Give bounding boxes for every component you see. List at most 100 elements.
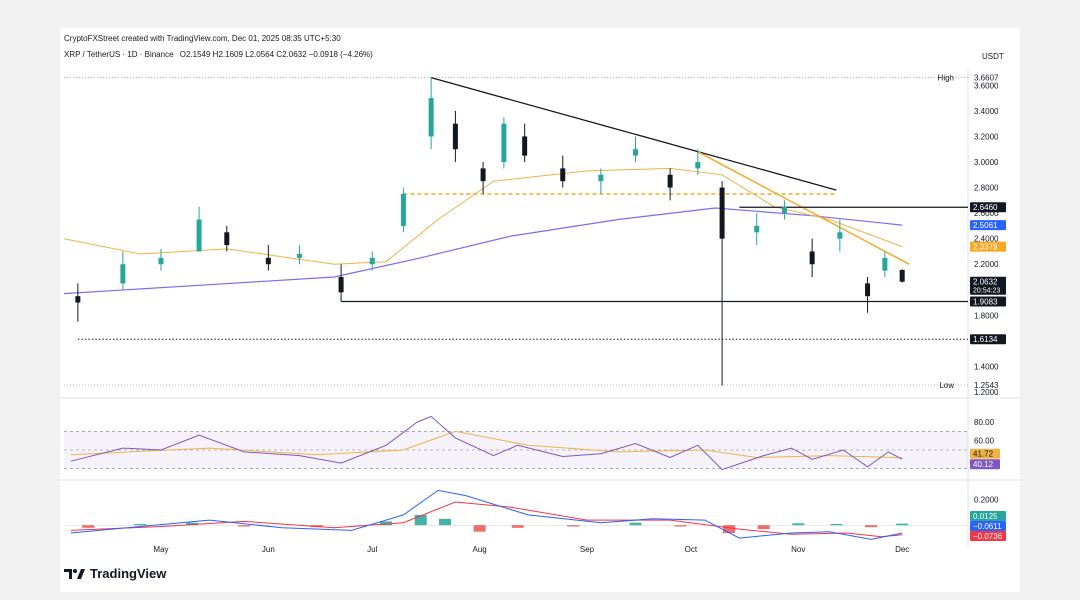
macd-value: −0.0736 xyxy=(973,532,1003,541)
macd-histogram-bar xyxy=(674,525,687,527)
price-tag xyxy=(970,220,1006,231)
candle-body xyxy=(338,277,344,293)
macd-value-tag xyxy=(970,531,1006,541)
macd-value-tag xyxy=(970,521,1006,531)
price-tag xyxy=(970,241,1006,252)
candle-body xyxy=(400,193,406,226)
rsi-tick-label: 60.00 xyxy=(974,437,995,446)
y-tick-label: 3.0000 xyxy=(974,158,999,167)
symbol-title[interactable]: XRP / TetherUS · 1D · Binance xyxy=(64,50,174,59)
x-tick-label: Aug xyxy=(473,545,487,554)
macd-histogram-bar xyxy=(511,525,524,528)
macd-histogram-bar xyxy=(567,525,580,527)
price-tag xyxy=(970,276,1006,295)
macd-pane xyxy=(64,489,968,540)
tradingview-logo-icon xyxy=(64,568,85,579)
chart-canvas[interactable]: 3.6000 3.4000 3.2000 3.0000 2.8000 2.6000 2.40… xyxy=(60,28,1020,592)
candle-body xyxy=(297,254,303,258)
currency-label: USDT xyxy=(982,52,1004,61)
macd-histogram-bar xyxy=(186,522,199,526)
price-tag xyxy=(970,334,1006,345)
descending-trendline xyxy=(430,77,837,191)
candle-body xyxy=(224,232,230,246)
x-tick-label: Oct xyxy=(685,545,698,554)
price-tag-value: 2.6460 xyxy=(973,203,998,212)
candle-body xyxy=(667,174,673,188)
macd-histogram-bar xyxy=(830,523,843,526)
candle-body xyxy=(781,206,787,214)
price-pane xyxy=(63,77,968,386)
price-tag xyxy=(970,296,1006,307)
candle-body xyxy=(158,257,164,265)
candle-body xyxy=(632,149,638,156)
orange-trendline xyxy=(697,151,910,265)
candle-body xyxy=(265,257,271,265)
candle-body xyxy=(809,251,815,265)
macd-histogram-bar xyxy=(473,525,486,532)
macd-histogram-bar xyxy=(438,518,451,526)
chart-card: CryptoFXStreet created with TradingView.… xyxy=(60,28,1020,592)
y-tick-label: 3.4000 xyxy=(974,107,999,116)
tradingview-logo[interactable]: TradingView xyxy=(64,566,166,581)
candle-body xyxy=(695,162,701,169)
price-tag-value: 1.9083 xyxy=(973,298,998,307)
rsi-ma-line xyxy=(70,430,903,459)
price-tag xyxy=(970,202,1006,213)
candle-body xyxy=(369,257,375,265)
candle-body xyxy=(480,168,486,182)
ohlc-values: O2.1549 H2.1609 L2.0564 C2.0632 −0.0918 … xyxy=(179,50,373,59)
y-tick-label: 1.8000 xyxy=(974,311,999,320)
axes: 3.6000 3.4000 3.2000 3.0000 2.8000 2.6000 2.40… xyxy=(153,74,1006,554)
macd-histogram-bar xyxy=(82,525,95,528)
y-tick-label: 1.4000 xyxy=(974,362,999,371)
x-tick-label: Dec xyxy=(895,545,909,554)
candle-body xyxy=(865,283,871,297)
price-tag-value: 2.3378 xyxy=(973,243,998,252)
rsi-pane xyxy=(64,415,968,471)
candle-body xyxy=(522,136,528,156)
macd-tick-label: 0.2000 xyxy=(974,495,999,504)
candle-body xyxy=(428,98,434,137)
macd-line xyxy=(70,489,903,540)
rsi-line xyxy=(70,415,903,471)
candle-body xyxy=(560,168,566,182)
price-tag-value: 2.0632 xyxy=(973,278,998,287)
macd-histogram-bar xyxy=(380,521,393,526)
countdown-value: 20:54:23 xyxy=(973,288,1000,295)
candle-body xyxy=(75,296,81,303)
price-tag-value: 1.6134 xyxy=(973,335,998,344)
candle-body xyxy=(196,219,202,252)
symbol-ohlc: XRP / TetherUS · 1D · Binance O2.1549 H2… xyxy=(64,50,373,59)
rsi-value: 41.72 xyxy=(973,450,994,459)
macd-value-tag xyxy=(970,511,1006,521)
macd-histogram-bar xyxy=(414,514,427,526)
rsi-value-tag xyxy=(970,448,1000,459)
y-tick-label: 2.4000 xyxy=(974,235,999,244)
candle-body xyxy=(719,187,725,239)
y-tick-label: 2.8000 xyxy=(974,184,999,193)
y-tick-label: 1.2000 xyxy=(974,388,999,397)
candle-body xyxy=(501,123,507,162)
macd-signal-line xyxy=(70,501,903,538)
x-tick-label: Sep xyxy=(580,545,595,554)
x-tick-label: May xyxy=(153,545,168,554)
candle-body xyxy=(899,269,905,282)
x-tick-label: Jun xyxy=(262,545,275,554)
candle-body xyxy=(598,174,604,182)
credit-line: CryptoFXStreet created with TradingView.… xyxy=(64,34,341,43)
y-tick-label: 2.2000 xyxy=(974,260,999,269)
x-tick-label: Nov xyxy=(791,545,805,554)
y-tick-label: 2.6000 xyxy=(974,209,999,218)
high-label: High xyxy=(938,74,954,83)
macd-histogram-bar xyxy=(629,522,642,526)
price-tag-value: 2.5061 xyxy=(973,221,998,230)
rsi-value-tag xyxy=(970,459,1000,470)
candle-body xyxy=(882,257,888,271)
y-tick-label: 3.6000 xyxy=(974,81,999,90)
brand-name: TradingView xyxy=(90,566,167,581)
grid-lines xyxy=(60,68,1020,548)
candle-body xyxy=(754,225,760,233)
macd-histogram-bar xyxy=(723,525,736,533)
x-tick-label: Jul xyxy=(367,545,377,554)
macd-histogram-bar xyxy=(865,525,878,528)
